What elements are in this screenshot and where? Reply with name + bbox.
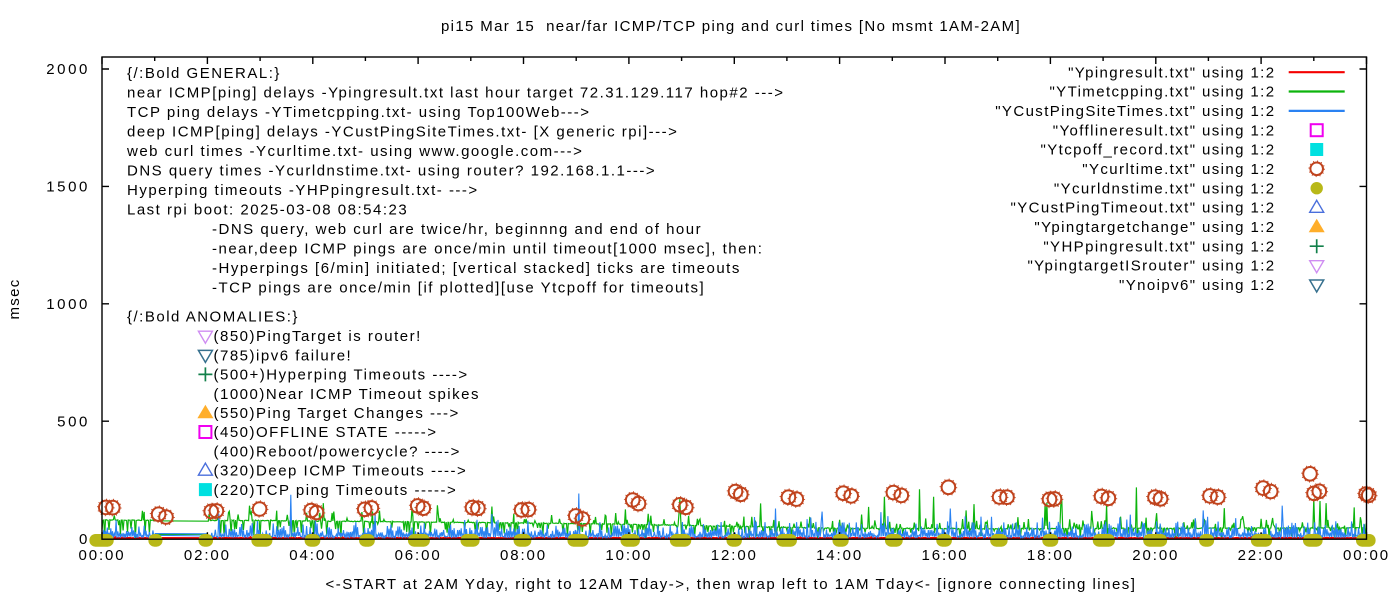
svg-text:msec: msec — [6, 278, 23, 319]
svg-text:22:00: 22:00 — [1238, 547, 1285, 564]
svg-text:"YpingtargetISrouter" using 1:: "YpingtargetISrouter" using 1:2 — [1027, 258, 1275, 275]
svg-text:"Ypingresult.txt" using 1:2: "Ypingresult.txt" using 1:2 — [1068, 64, 1275, 81]
svg-text:{/:Bold ANOMALIES:}: {/:Bold ANOMALIES:} — [127, 309, 299, 326]
svg-text:-near,deep ICMP pings are once: -near,deep ICMP pings are once/min until… — [212, 241, 763, 258]
svg-text:(550)Ping Target Changes --->: (550)Ping Target Changes ---> — [214, 405, 460, 422]
svg-text:DNS query times -Ycurldnstime.: DNS query times -Ycurldnstime.txt- using… — [127, 163, 656, 180]
svg-text:00:00: 00:00 — [1343, 547, 1390, 564]
svg-text:"Ytcpoff_record.txt" using 1:2: "Ytcpoff_record.txt" using 1:2 — [1041, 142, 1276, 159]
svg-text:-TCP pings are once/min [if pl: -TCP pings are once/min [if plotted][use… — [212, 280, 705, 297]
svg-text:"YTimetcpping.txt" using 1:2: "YTimetcpping.txt" using 1:2 — [1049, 84, 1275, 101]
svg-text:-DNS query, web curl are twice: -DNS query, web curl are twice/hr, begin… — [212, 221, 702, 238]
svg-text:00:00: 00:00 — [78, 547, 125, 564]
svg-text:"YCustPingTimeout.txt" using 1: "YCustPingTimeout.txt" using 1:2 — [1011, 200, 1276, 217]
svg-text:500: 500 — [57, 413, 90, 430]
svg-text:"YHPpingresult.txt" using 1:2: "YHPpingresult.txt" using 1:2 — [1043, 238, 1275, 255]
svg-text:(320)Deep ICMP Timeouts ---->: (320)Deep ICMP Timeouts ----> — [214, 463, 468, 480]
svg-text:(850)PingTarget is router!: (850)PingTarget is router! — [214, 328, 422, 345]
svg-text:near ICMP[ping] delays -Ypingr: near ICMP[ping] delays -Ypingresult.txt … — [127, 85, 785, 102]
svg-text:"Ypingtargetchange" using 1:2: "Ypingtargetchange" using 1:2 — [1034, 219, 1275, 236]
svg-text:02:00: 02:00 — [184, 547, 231, 564]
svg-text:12:00: 12:00 — [711, 547, 758, 564]
svg-text:-Hyperpings [6/min] initiated;: -Hyperpings [6/min] initiated; [vertical… — [212, 260, 741, 277]
svg-text:Hyperping timeouts -YHPpingres: Hyperping timeouts -YHPpingresult.txt- -… — [127, 182, 479, 199]
svg-text:06:00: 06:00 — [395, 547, 442, 564]
svg-text:TCP ping delays -YTimetcpping.: TCP ping delays -YTimetcpping.txt- using… — [127, 104, 591, 121]
svg-text:"Ycurltime.txt" using 1:2: "Ycurltime.txt" using 1:2 — [1082, 161, 1275, 178]
svg-text:2000: 2000 — [46, 61, 90, 78]
svg-text:(450)OFFLINE STATE ----->: (450)OFFLINE STATE -----> — [214, 424, 438, 441]
svg-text:{/:Bold GENERAL:}: {/:Bold GENERAL:} — [127, 65, 281, 82]
svg-text:(220)TCP ping Timeouts ----->: (220)TCP ping Timeouts -----> — [214, 482, 458, 499]
svg-text:"Ycurldnstime.txt" using 1:2: "Ycurldnstime.txt" using 1:2 — [1054, 180, 1276, 197]
svg-text:18:00: 18:00 — [1027, 547, 1074, 564]
svg-text:Last rpi boot: 2025-03-08 08:5: Last rpi boot: 2025-03-08 08:54:23 — [127, 202, 408, 219]
svg-text:0: 0 — [79, 531, 90, 548]
svg-text:16:00: 16:00 — [921, 547, 968, 564]
svg-text:(500+)Hyperping Timeouts ---->: (500+)Hyperping Timeouts ----> — [214, 367, 469, 384]
svg-text:<-START at 2AM Yday, right to: <-START at 2AM Yday, right to 12AM Tday-… — [326, 576, 1137, 593]
svg-text:10:00: 10:00 — [605, 547, 652, 564]
svg-text:20:00: 20:00 — [1132, 547, 1179, 564]
svg-text:"Ynoipv6" using 1:2: "Ynoipv6" using 1:2 — [1119, 277, 1276, 294]
svg-text:14:00: 14:00 — [816, 547, 863, 564]
svg-text:"YCustPingSiteTimes.txt" using: "YCustPingSiteTimes.txt" using 1:2 — [995, 103, 1275, 120]
svg-text:deep ICMP[ping] delays -YCustP: deep ICMP[ping] delays -YCustPingSiteTim… — [127, 124, 678, 141]
svg-text:1500: 1500 — [46, 179, 90, 196]
svg-text:(785)ipv6 failure!: (785)ipv6 failure! — [214, 347, 353, 364]
svg-text:1000: 1000 — [46, 296, 90, 313]
svg-text:(1000)Near ICMP Timeout spikes: (1000)Near ICMP Timeout spikes — [214, 386, 480, 403]
svg-text:"Yofflineresult.txt" using 1:2: "Yofflineresult.txt" using 1:2 — [1053, 122, 1276, 139]
svg-text:08:00: 08:00 — [500, 547, 547, 564]
svg-text:pi15 Mar 15 near/far ICMP/TCP: pi15 Mar 15 near/far ICMP/TCP ping and c… — [441, 18, 1021, 35]
svg-text:04:00: 04:00 — [289, 547, 336, 564]
svg-text:(400)Reboot/powercycle? ---->: (400)Reboot/powercycle? ----> — [214, 443, 461, 460]
svg-text:web curl times -Ycurltime.txt-: web curl times -Ycurltime.txt- using www… — [126, 143, 583, 160]
